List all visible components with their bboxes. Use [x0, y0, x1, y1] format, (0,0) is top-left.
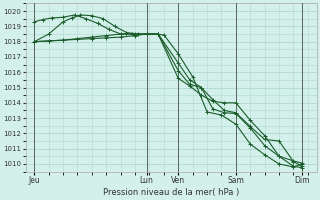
X-axis label: Pression niveau de la mer( hPa ): Pression niveau de la mer( hPa )	[103, 188, 239, 197]
